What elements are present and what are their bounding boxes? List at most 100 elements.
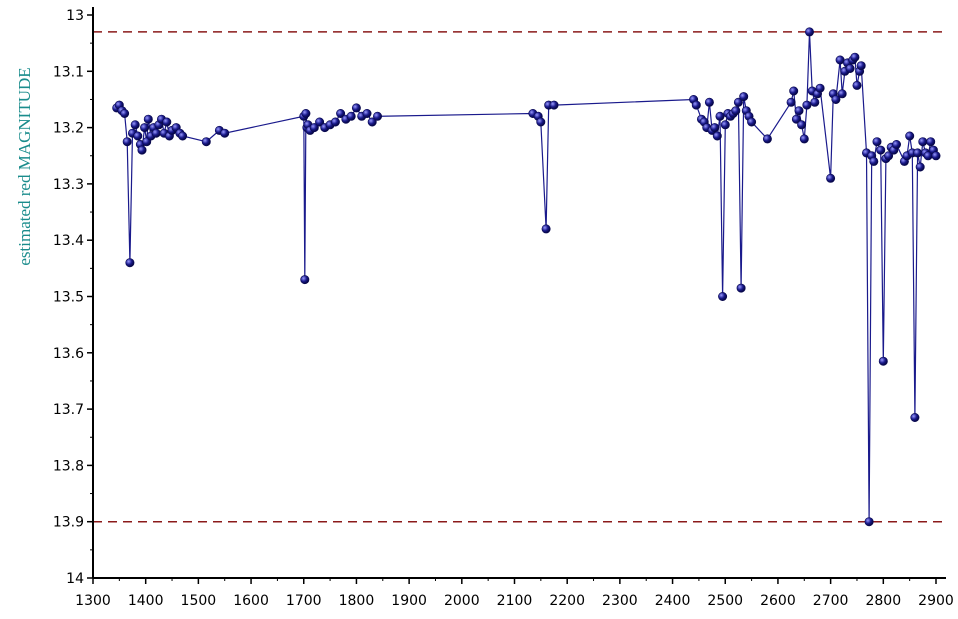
x-tick-label-13: 2600 <box>760 593 796 609</box>
data-point-26 <box>201 137 211 147</box>
data-point-124 <box>926 137 936 147</box>
x-tick-label-9: 2200 <box>549 593 585 609</box>
axis-labels: estimated red MAGNITUDE <box>15 67 34 265</box>
data-point-78 <box>789 86 799 96</box>
data-point-42 <box>346 111 356 121</box>
data-point-64 <box>718 291 728 301</box>
data-point-120 <box>915 162 925 172</box>
y-tick-label-8: 13.8 <box>53 458 84 474</box>
x-tick-label-3: 1600 <box>233 593 269 609</box>
data-point-55 <box>691 100 701 110</box>
data-point-72 <box>739 92 749 102</box>
data-point-4 <box>122 137 132 147</box>
data-point-76 <box>762 134 772 144</box>
data-point-5 <box>125 258 135 268</box>
data-point-13 <box>143 114 153 124</box>
y-tick-label-3: 13.3 <box>53 177 84 193</box>
reference-lines <box>93 31 948 523</box>
data-point-110 <box>884 151 894 161</box>
x-tick-label-4: 1700 <box>286 593 322 609</box>
data-point-99 <box>852 80 862 90</box>
y-tick-label-10: 14 <box>66 571 84 587</box>
data-point-31 <box>301 109 311 119</box>
data-point-63 <box>715 111 725 121</box>
x-tick-label-2: 1500 <box>181 593 217 609</box>
data-point-126 <box>931 151 941 161</box>
x-tick-label-5: 1800 <box>339 593 375 609</box>
data-point-86 <box>810 97 820 107</box>
data-point-16 <box>151 128 161 138</box>
data-point-70 <box>733 97 743 107</box>
x-tick-label-7: 2000 <box>444 593 480 609</box>
data-point-65 <box>720 120 730 130</box>
data-point-61 <box>710 123 720 133</box>
data-point-45 <box>362 109 372 119</box>
data-point-81 <box>797 120 807 130</box>
y-tick-label-4: 13.4 <box>53 233 84 249</box>
data-point-46 <box>367 117 377 127</box>
x-tick-label-11: 2400 <box>655 593 691 609</box>
y-axis-label: estimated red MAGNITUDE <box>15 67 34 265</box>
y-tick-label-2: 13.2 <box>53 121 84 137</box>
data-point-71 <box>736 283 746 293</box>
data-point-82 <box>799 134 809 144</box>
data-point-51 <box>541 224 551 234</box>
x-tick-label-6: 1900 <box>391 593 427 609</box>
data-point-50 <box>536 117 546 127</box>
data-point-88 <box>815 83 825 93</box>
data-point-47 <box>372 111 382 121</box>
y-tick-label-1: 13.1 <box>53 64 84 80</box>
x-tick-label-16: 2900 <box>918 593 954 609</box>
y-tick-label-7: 13.7 <box>53 402 84 418</box>
data-point-80 <box>794 106 804 116</box>
axes: 13 13.1 13.2 13.3 13.4 13.5 13.6 13.7 13.8 13.9 14… <box>53 7 954 609</box>
data-point-91 <box>831 95 841 105</box>
y-tick-label-9: 13.9 <box>53 515 84 531</box>
data-point-10 <box>137 145 147 155</box>
data-point-28 <box>220 128 230 138</box>
data-point-103 <box>864 517 874 527</box>
y-tick-label-0: 13 <box>66 8 84 24</box>
x-tick-label-0: 1300 <box>75 593 111 609</box>
data-point-106 <box>872 137 882 147</box>
x-tick-label-8: 2100 <box>497 593 533 609</box>
data-point-83 <box>802 100 812 110</box>
data-point-59 <box>704 97 714 107</box>
data-point-84 <box>804 27 814 37</box>
data-point-93 <box>837 89 847 99</box>
data-point-53 <box>549 100 559 110</box>
data-point-77 <box>786 97 796 107</box>
data-point-96 <box>845 64 855 74</box>
data-point-3 <box>120 109 130 119</box>
y-tick-label-5: 13.5 <box>53 290 84 306</box>
data-point-101 <box>856 61 866 71</box>
data-point-107 <box>876 145 886 155</box>
data-point-20 <box>162 117 172 127</box>
data-point-116 <box>905 131 915 141</box>
data-point-69 <box>731 106 741 116</box>
data-point-75 <box>747 117 757 127</box>
data-point-62 <box>712 131 722 141</box>
data-point-108 <box>878 356 888 366</box>
data-point-105 <box>869 156 879 166</box>
data-point-113 <box>891 140 901 150</box>
data-point-98 <box>850 52 860 62</box>
data-point-39 <box>330 117 340 127</box>
x-tick-label-14: 2700 <box>813 593 849 609</box>
data-point-119 <box>913 148 923 158</box>
data-point-40 <box>336 109 346 119</box>
x-tick-label-15: 2800 <box>865 593 901 609</box>
data-point-35 <box>309 123 319 133</box>
data-point-36 <box>315 117 325 127</box>
data-point-89 <box>826 173 836 183</box>
data-point-118 <box>910 412 920 422</box>
x-tick-label-10: 2300 <box>602 593 638 609</box>
data-point-121 <box>918 137 928 147</box>
data-point-30 <box>300 275 310 285</box>
data-point-43 <box>351 103 361 113</box>
data-point-7 <box>130 120 140 130</box>
x-tick-label-12: 2500 <box>707 593 743 609</box>
data-point-79 <box>791 114 801 124</box>
data-point-25 <box>178 131 188 141</box>
